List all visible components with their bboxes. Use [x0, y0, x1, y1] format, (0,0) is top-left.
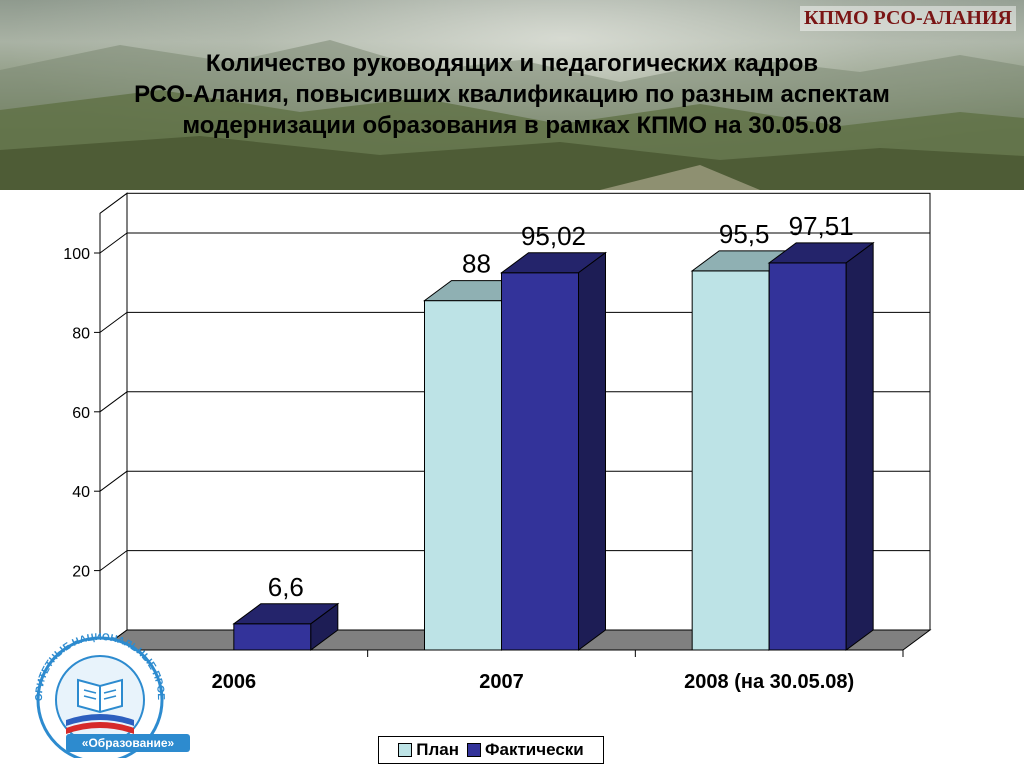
- header-banner: КПМО РСО-АЛАНИЯ Количество руководящих и…: [0, 0, 1024, 190]
- legend-item-fact: Фактически: [466, 740, 584, 760]
- chart-labels: 20 40 60 80 100 2006 2007 2008 (на 30.05.08) 6,6…: [63, 211, 854, 693]
- data-label: 97,51: [789, 211, 854, 241]
- x-tick-label: 2007: [479, 671, 524, 693]
- bar-front-face: [233, 623, 312, 651]
- bar-side-face: [578, 251, 606, 651]
- bar-side-face: [310, 602, 339, 651]
- bar-front-face: [501, 272, 579, 651]
- flag-wave-blue: [66, 714, 134, 726]
- legend-item-plan: План: [398, 740, 459, 760]
- bar-fact-1: [499, 251, 608, 651]
- gridline-side: [99, 550, 128, 572]
- organization-badge: КПМО РСО-АЛАНИЯ: [800, 6, 1016, 31]
- bar-side-face: [845, 241, 874, 651]
- bar-front-face: [424, 300, 502, 651]
- legend-label-plan: План: [416, 740, 459, 759]
- book-icon: [77, 678, 123, 714]
- x-tick-label: 2006: [212, 671, 257, 693]
- mountain-landscape: [0, 40, 1024, 190]
- bar-fact-2: [767, 241, 875, 651]
- gridline-side: [99, 391, 128, 413]
- gridline-side: [99, 470, 128, 492]
- chart-legend: План Фактически: [378, 736, 604, 764]
- bar-chart: 20 40 60 80 100 2006 2007 2008 (на 30.05.08) 6,6…: [63, 192, 932, 693]
- bar-front-face: [768, 262, 847, 651]
- title-line-1: Количество руководящих и педагогических …: [205, 50, 819, 77]
- gridline-side: [99, 232, 128, 254]
- gridline-side: [99, 311, 128, 333]
- x-tick-label: 2008 (на 30.05.08): [684, 671, 854, 693]
- y-tick-label: 100: [63, 246, 90, 263]
- chart-side-wall: [99, 192, 128, 651]
- data-label: 88: [462, 249, 491, 279]
- y-tick-label: 40: [72, 484, 90, 501]
- data-label: 95,5: [719, 219, 770, 249]
- slide-title: Количество руководящих и педагогических …: [40, 48, 984, 141]
- y-tick-label: 60: [72, 405, 90, 422]
- y-tick-label: 80: [72, 325, 90, 342]
- y-tick-label: 20: [72, 564, 90, 581]
- national-projects-logo: ПРИОРИТЕТНЫЕ НАЦИОНАЛЬНЫЕ ПРОЕКТЫ «Образ…: [14, 628, 190, 758]
- title-line-3: модернизации образования в рамках КПМО н…: [182, 112, 842, 139]
- data-label: 95,02: [521, 221, 586, 251]
- legend-label-fact: Фактически: [484, 740, 584, 759]
- legend-swatch-plan: [398, 743, 413, 757]
- bar-front-face: [691, 270, 770, 651]
- bar-fact-0: [232, 602, 340, 651]
- chart-bars: [232, 241, 875, 651]
- flag-wave-red: [66, 722, 134, 734]
- legend-swatch-fact: [466, 743, 481, 757]
- title-line-2: РСО-Алания, повысивших квалификацию по р…: [134, 81, 890, 108]
- data-label: 6,6: [268, 572, 304, 602]
- logo-label: «Образование»: [82, 736, 175, 750]
- logo-label-plate: [66, 734, 190, 752]
